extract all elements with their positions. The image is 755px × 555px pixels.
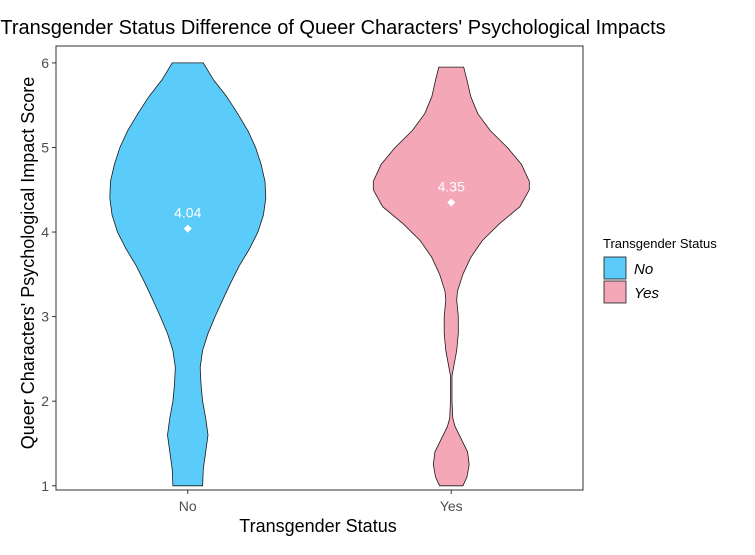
chart-title: Transgender Status Difference of Queer C… bbox=[0, 17, 665, 39]
violin-no bbox=[109, 62, 267, 487]
mean-label-no: 4.04 bbox=[174, 205, 201, 221]
plot-area: 4.04 4.35 1 2 3 4 5 6 No Yes bbox=[41, 45, 584, 514]
x-tick-label: Yes bbox=[440, 498, 463, 514]
mean-label-yes: 4.35 bbox=[438, 178, 465, 194]
legend: No Yes bbox=[603, 256, 660, 304]
panel-border bbox=[55, 45, 584, 491]
legend-key-no bbox=[603, 256, 627, 280]
x-axis-title: Transgender Status bbox=[239, 516, 396, 536]
mean-point-no bbox=[183, 224, 192, 233]
violin-yes bbox=[372, 66, 530, 487]
y-tick-label: 5 bbox=[41, 139, 49, 155]
legend-title: Transgender Status bbox=[603, 236, 717, 251]
legend-key-yes bbox=[603, 280, 627, 304]
x-tick-label: No bbox=[179, 498, 197, 514]
y-tick-label: 1 bbox=[41, 478, 49, 494]
y-axis-title: Queer Characters' Psychological Impact S… bbox=[18, 77, 38, 450]
y-tick-label: 3 bbox=[41, 309, 49, 325]
y-tick-label: 4 bbox=[41, 224, 49, 240]
legend-label-yes: Yes bbox=[634, 285, 660, 302]
mean-point-yes bbox=[447, 198, 456, 207]
legend-label-no: No bbox=[634, 261, 653, 278]
y-tick-label: 2 bbox=[41, 393, 49, 409]
y-tick-label: 6 bbox=[41, 55, 49, 71]
